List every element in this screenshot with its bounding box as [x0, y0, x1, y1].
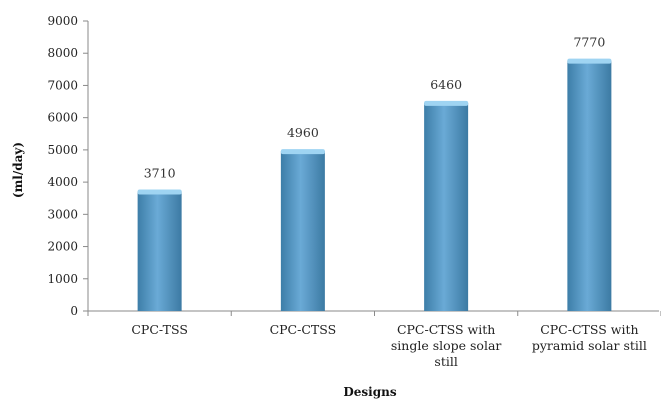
- plot-area: 0 1000 2000 3000 4000 5000 6000 7000 8000 9000 371…: [47, 14, 661, 369]
- data-label: 7770: [573, 35, 605, 50]
- x-tick-label: pyramid solar still: [532, 338, 647, 353]
- bar-top-cap: [280, 149, 325, 155]
- x-tick-label: single slope solar: [391, 338, 502, 353]
- bar-top-cap: [137, 189, 182, 195]
- y-tick-label: 3000: [47, 207, 78, 221]
- x-axis-label: Designs: [343, 385, 396, 399]
- y-tick-label: 5000: [47, 143, 78, 157]
- bar: [137, 191, 182, 311]
- y-tick-label: 7000: [47, 78, 78, 92]
- data-label: 3710: [144, 165, 176, 180]
- x-tick-label: CPC-CTSS with: [397, 322, 495, 337]
- y-tick-label: 6000: [47, 111, 78, 125]
- bar: [424, 102, 469, 311]
- bar-top-cap: [424, 100, 469, 106]
- y-tick-label: 1000: [47, 272, 78, 286]
- y-tick-label: 4000: [47, 175, 78, 189]
- y-tick-label: 8000: [47, 46, 78, 60]
- data-label: 6460: [430, 77, 462, 92]
- x-tick-label: CPC-CTSS with: [540, 322, 638, 337]
- x-tick-label: CPC-TSS: [131, 322, 188, 337]
- y-axis-label: (ml/day): [11, 142, 25, 198]
- bar-top-cap: [567, 58, 612, 64]
- data-label: 4960: [287, 125, 319, 140]
- y-tick-label: 9000: [47, 14, 78, 28]
- y-tick-label: 2000: [47, 240, 78, 254]
- bar: [280, 151, 325, 311]
- x-tick-label: still: [434, 354, 457, 369]
- y-tick-label: 0: [70, 304, 78, 318]
- bar: [567, 60, 612, 312]
- x-tick-label: CPC-CTSS: [270, 322, 337, 337]
